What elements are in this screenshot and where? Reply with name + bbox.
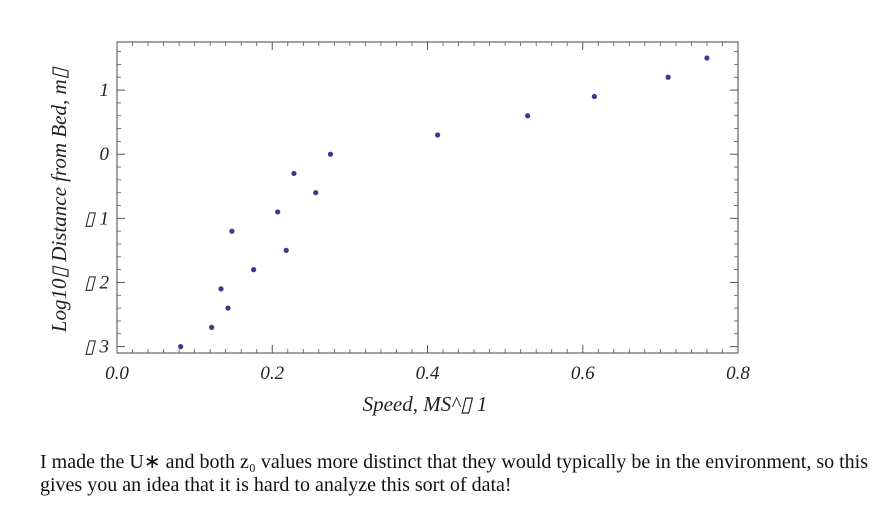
x-tick-labels: 0.0 0.2 0.4 0.6 0.8 xyxy=(105,363,750,384)
x-tick-label: 0.0 xyxy=(105,363,129,384)
data-point xyxy=(283,247,289,254)
plot-frame xyxy=(116,41,739,354)
y-tick-label: 1 xyxy=(100,80,110,101)
data-point xyxy=(327,151,334,157)
y-tick-label: ▯ 2 xyxy=(84,272,109,293)
data-point xyxy=(704,55,710,61)
scatter-chart: 0.0 0.2 0.4 0.6 0.8 1 0 ▯ 1 ▯ 2 ▯ 3 Speed, MS^▯ … xyxy=(47,41,750,416)
data-point xyxy=(178,343,184,350)
data-point xyxy=(251,267,257,273)
data-point xyxy=(525,113,531,119)
data-point xyxy=(434,132,441,138)
y-tick-label: ▯ 3 xyxy=(84,337,109,358)
data-point xyxy=(209,324,215,330)
caption-text: I made the U∗ and both z₀ values more di… xyxy=(40,451,868,496)
y-axis-title: Log10▯ Distance from Bed, m▯ xyxy=(47,65,71,333)
y-tick-label: ▯ 1 xyxy=(84,208,109,229)
data-points xyxy=(178,55,710,350)
data-point xyxy=(229,228,235,234)
x-axis-title: Speed, MS^▯ 1 xyxy=(363,392,488,416)
x-tick-label: 0.8 xyxy=(726,363,750,384)
data-point xyxy=(591,93,597,100)
y-tick-labels: 1 0 ▯ 1 ▯ 2 ▯ 3 xyxy=(84,80,109,357)
x-tick-label: 0.4 xyxy=(416,363,440,384)
data-point xyxy=(313,190,319,196)
x-tick-label: 0.2 xyxy=(260,363,284,384)
ticks-layer xyxy=(116,42,739,353)
y-tick-label: 0 xyxy=(100,144,110,165)
data-point xyxy=(275,209,281,215)
x-tick-label: 0.6 xyxy=(571,363,595,384)
data-point xyxy=(218,286,224,292)
data-point xyxy=(665,74,671,80)
data-point xyxy=(225,305,231,311)
data-point xyxy=(291,170,297,177)
